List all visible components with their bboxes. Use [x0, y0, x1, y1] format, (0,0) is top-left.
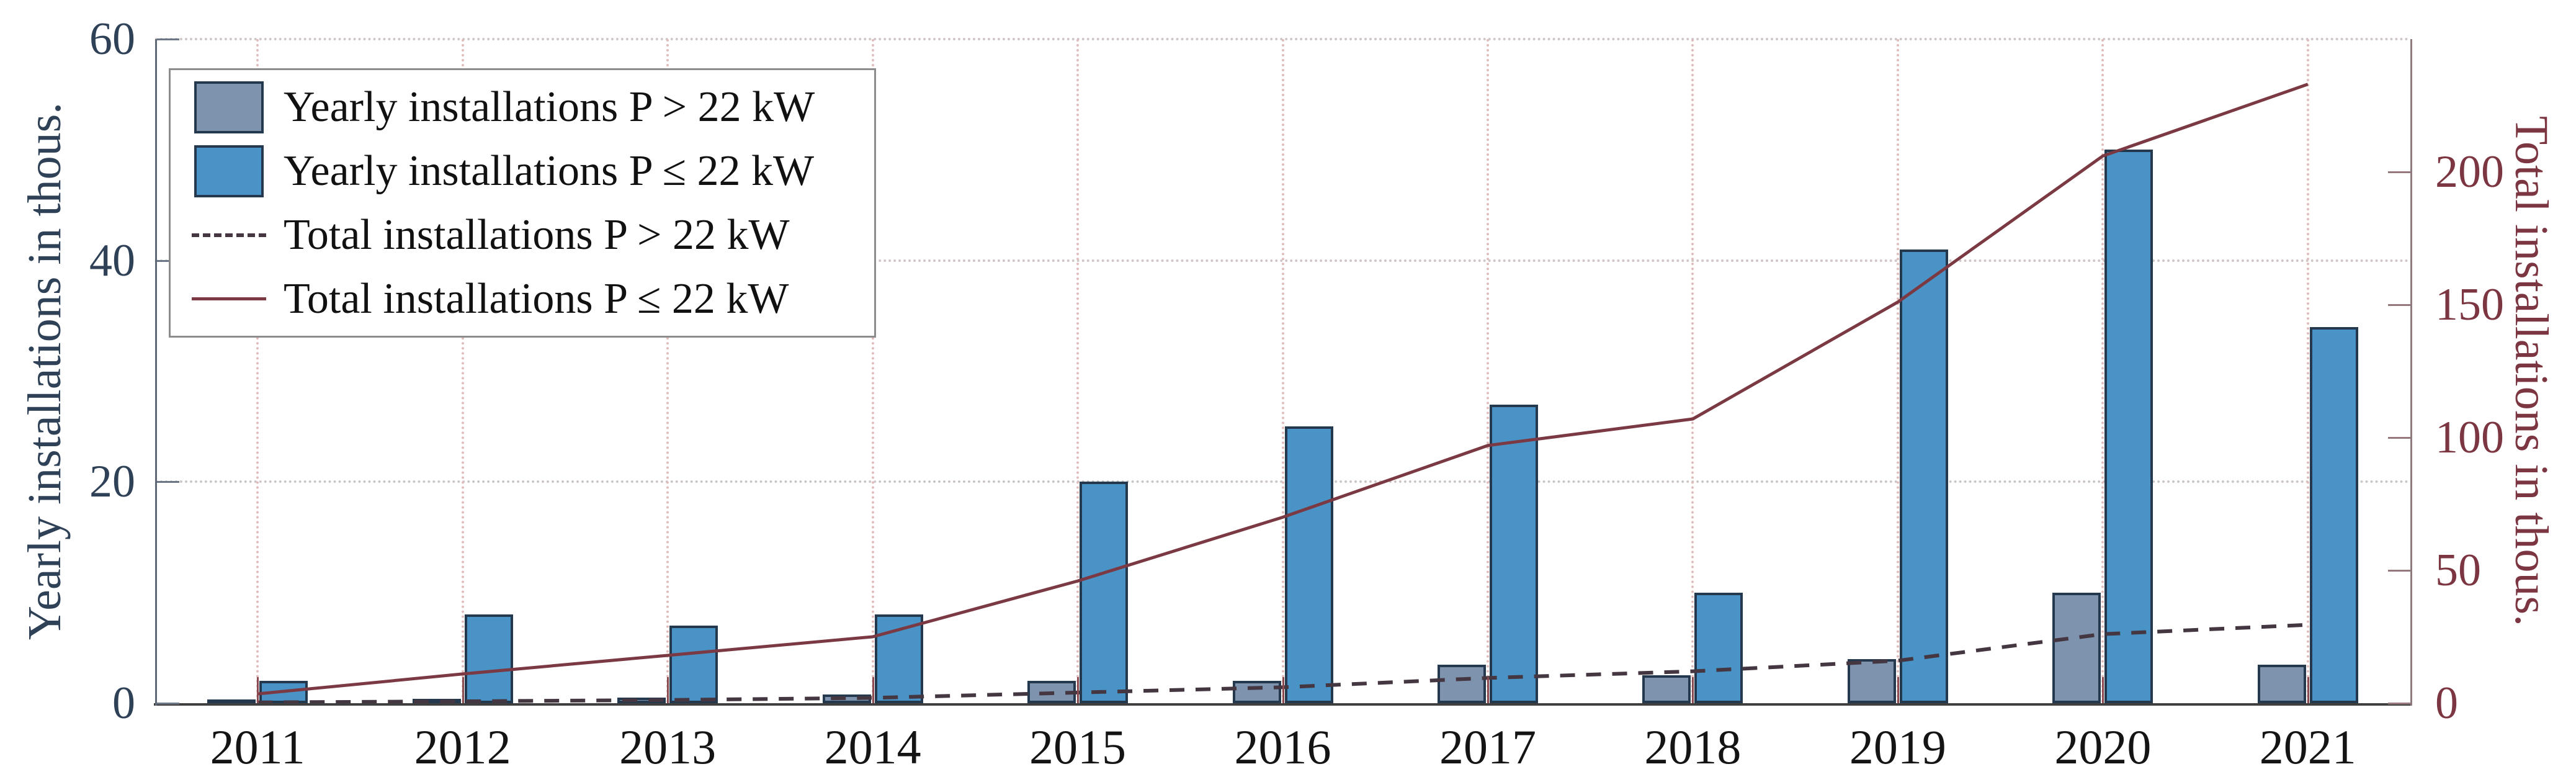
right-tick-0 — [2388, 703, 2410, 704]
x-tick-2015 — [1077, 677, 1080, 703]
x-label-2018: 2018 — [1644, 720, 1742, 774]
right-tick-150 — [2388, 304, 2410, 306]
legend-sample-2 — [192, 233, 266, 237]
right-tick-200 — [2388, 171, 2410, 173]
x-label-2012: 2012 — [414, 720, 511, 774]
right-tick-label-100: 100 — [2435, 412, 2504, 463]
bar-le22-2015 — [1080, 482, 1129, 703]
x-tick-2012 — [462, 677, 464, 703]
left-tick-20 — [157, 481, 179, 483]
left-tick-label-60: 60 — [89, 14, 135, 65]
bar-le22-2021 — [2309, 326, 2358, 703]
right-tick-label-150: 150 — [2435, 279, 2504, 330]
right-tick-50 — [2388, 570, 2410, 572]
v-gridline-2019 — [1896, 39, 1899, 703]
v-gridline-2013 — [666, 39, 669, 703]
x-tick-2016 — [1282, 677, 1284, 703]
legend-label-0: Yearly installations P > 22 kW — [284, 83, 815, 131]
x-label-2011: 2011 — [210, 720, 305, 774]
right-tick-label-200: 200 — [2435, 146, 2504, 197]
legend-dashed-line-sample — [192, 233, 266, 237]
bar-le22-2020 — [2104, 150, 2153, 703]
x-tick-2017 — [1487, 677, 1489, 703]
x-tick-2011 — [257, 677, 259, 703]
x-label-2019: 2019 — [1849, 720, 1946, 774]
bar-le22-2012 — [464, 614, 513, 703]
right-tick-label-0: 0 — [2435, 678, 2458, 729]
legend-swatch-le22 — [194, 145, 264, 197]
v-gridline-2021 — [2306, 39, 2309, 703]
bar-gt22-2013 — [617, 698, 666, 703]
bar-gt22-2016 — [1232, 681, 1281, 703]
legend-label-3: Total installations P ≤ 22 kW — [284, 274, 789, 323]
v-gridline-2012 — [461, 39, 464, 703]
left-tick-40 — [157, 259, 179, 262]
legend-item-3: Total installations P ≤ 22 kW — [192, 272, 874, 326]
bar-le22-2016 — [1284, 426, 1333, 703]
bar-le22-2019 — [1899, 249, 1948, 703]
x-label-2021: 2021 — [2259, 720, 2356, 774]
bar-le22-2017 — [1489, 404, 1538, 703]
x-label-2020: 2020 — [2054, 720, 2152, 774]
bar-gt22-2021 — [2257, 664, 2306, 703]
x-axis-line — [154, 703, 2412, 706]
v-gridline-2017 — [1486, 39, 1489, 703]
legend-item-0: Yearly installations P > 22 kW — [192, 81, 874, 134]
left-tick-0 — [157, 703, 179, 704]
left-tick-label-40: 40 — [89, 235, 135, 286]
left-tick-label-0: 0 — [112, 678, 135, 729]
x-label-2014: 2014 — [824, 720, 921, 774]
legend-solid-line-sample — [192, 297, 266, 300]
bar-gt22-2012 — [412, 698, 461, 704]
bar-gt22-2020 — [2052, 592, 2101, 703]
x-tick-2019 — [1897, 677, 1899, 703]
left-tick-label-20: 20 — [89, 456, 135, 508]
legend-sample-0 — [192, 81, 266, 133]
bar-le22-2018 — [1694, 592, 1743, 703]
bar-gt22-2019 — [1847, 658, 1896, 703]
v-gridline-2018 — [1691, 39, 1694, 703]
x-tick-2020 — [2102, 677, 2104, 703]
v-gridline-2011 — [256, 39, 259, 703]
v-gridline-2014 — [871, 39, 874, 703]
legend: Yearly installations P > 22 kW Yearly ins… — [169, 68, 876, 338]
right-tick-label-50: 50 — [2435, 545, 2481, 596]
x-label-2013: 2013 — [619, 720, 717, 774]
right-tick-100 — [2388, 437, 2410, 439]
bar-le22-2013 — [669, 626, 718, 703]
v-gridline-2016 — [1281, 39, 1284, 703]
left-axis-title: Yearly installations in thous. — [19, 102, 71, 640]
legend-label-1: Yearly installations P ≤ 22 kW — [284, 146, 815, 195]
line-total-le22 — [257, 83, 2309, 696]
v-gridline-2015 — [1076, 39, 1080, 703]
x-label-2017: 2017 — [1439, 720, 1536, 774]
bar-gt22-2018 — [1642, 675, 1691, 703]
x-tick-2021 — [2307, 677, 2309, 703]
legend-item-1: Yearly installations P ≤ 22 kW — [192, 145, 874, 198]
right-axis-line — [2410, 39, 2412, 706]
legend-swatch-gt22 — [194, 81, 264, 133]
x-label-2016: 2016 — [1234, 720, 1331, 774]
v-gridline-2020 — [2101, 39, 2104, 703]
bar-gt22-2017 — [1437, 664, 1486, 703]
legend-item-2: Total installations P > 22 kW — [192, 209, 874, 262]
legend-sample-1 — [192, 145, 266, 197]
left-tick-60 — [157, 38, 179, 40]
x-label-2015: 2015 — [1029, 720, 1127, 774]
left-axis-line — [155, 39, 157, 706]
x-tick-2014 — [872, 677, 874, 703]
legend-sample-3 — [192, 297, 266, 300]
legend-label-2: Total installations P > 22 kW — [284, 210, 790, 259]
x-tick-2013 — [667, 677, 669, 703]
x-tick-2018 — [1692, 677, 1694, 703]
